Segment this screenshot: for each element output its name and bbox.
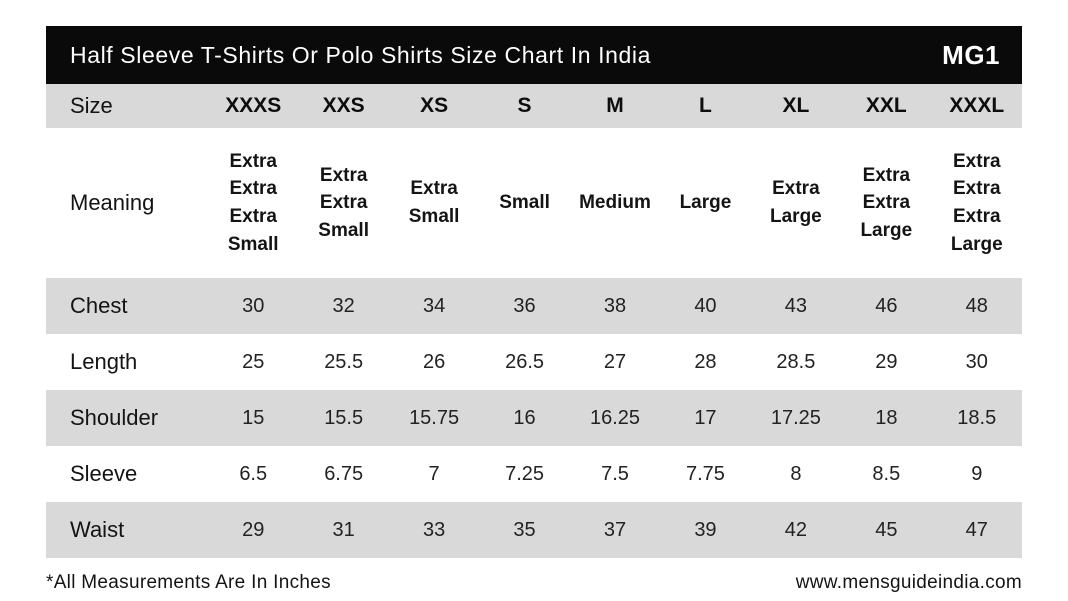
sleeve-m: 7.5 xyxy=(601,462,629,485)
waist-xxxl: 47 xyxy=(965,518,988,541)
meaning-xxxl: Extra Extra Extra Large xyxy=(950,150,1003,255)
shoulder-row: Shoulder 15 15.5 15.75 16 16.25 17 17.25… xyxy=(46,390,1022,446)
meaning-xxl: Extra Extra Large xyxy=(860,164,913,241)
col-header-xs: XS xyxy=(420,94,449,117)
length-xxs: 25.5 xyxy=(324,350,364,373)
length-l: 28 xyxy=(694,350,717,373)
shoulder-xxxs: 15 xyxy=(242,406,265,429)
meaning-xs: Extra Small xyxy=(408,178,460,227)
row-label-sleeve: Sleeve xyxy=(70,461,138,486)
shoulder-xl: 17.25 xyxy=(770,406,821,429)
meaning-row: Meaning Extra Extra Extra Small Extra Ex… xyxy=(46,128,1022,278)
chest-xxxl: 48 xyxy=(965,294,988,317)
chest-xxxs: 30 xyxy=(242,294,265,317)
col-header-xxl: XXL xyxy=(865,94,907,117)
row-label-shoulder: Shoulder xyxy=(70,405,159,430)
chest-row: Chest 30 32 34 36 38 40 43 46 48 xyxy=(46,278,1022,334)
row-label-chest: Chest xyxy=(70,293,128,318)
length-xs: 26 xyxy=(422,350,446,373)
col-header-xxxl: XXXL xyxy=(949,94,1005,117)
mg1-logo: MG1 xyxy=(942,39,1000,70)
chest-xl: 43 xyxy=(784,294,807,317)
length-row: Length 25 25.5 26 26.5 27 28 28.5 29 30 xyxy=(46,334,1022,390)
shoulder-m: 16.25 xyxy=(589,406,641,429)
shoulder-xxs: 15.5 xyxy=(324,406,364,429)
sleeve-xl: 8 xyxy=(790,462,802,485)
sleeve-xxxl: 9 xyxy=(971,462,983,485)
chest-xxs: 32 xyxy=(332,294,355,317)
shoulder-xs: 15.75 xyxy=(409,406,460,429)
meaning-l: Large xyxy=(679,192,732,214)
col-header-s: S xyxy=(517,94,532,117)
sleeve-s: 7.25 xyxy=(505,462,545,485)
measurement-note: *All Measurements Are In Inches xyxy=(46,571,331,593)
sleeve-xxxs: 6.5 xyxy=(239,462,268,485)
chest-xxl: 46 xyxy=(875,294,898,317)
length-xl: 28.5 xyxy=(776,350,816,373)
meaning-s: Small xyxy=(499,192,550,214)
length-m: 27 xyxy=(603,350,627,373)
size-table: Size XXXS XXS XS S M L XL XXL XXXL Meani… xyxy=(46,84,1022,558)
sleeve-xxl: 8.5 xyxy=(872,462,901,485)
length-xxxl: 30 xyxy=(965,350,988,373)
length-xxl: 29 xyxy=(875,350,898,373)
col-header-xl: XL xyxy=(782,94,810,117)
waist-s: 35 xyxy=(513,518,536,541)
chest-l: 40 xyxy=(694,294,717,317)
shoulder-xxxl: 18.5 xyxy=(957,406,997,429)
row-label-waist: Waist xyxy=(70,517,125,542)
meaning-xl: Extra Large xyxy=(770,178,822,227)
sleeve-row: Sleeve 6.5 6.75 7 7.25 7.5 7.75 8 8.5 9 xyxy=(46,446,1022,502)
page-title: Half Sleeve T-Shirts Or Polo Shirts Size… xyxy=(70,41,651,68)
waist-row: Waist 29 31 33 35 37 39 42 45 47 xyxy=(46,502,1022,558)
sleeve-l: 7.75 xyxy=(685,462,725,485)
waist-xxxs: 29 xyxy=(242,518,265,541)
length-xxxs: 25 xyxy=(242,350,265,373)
footer: *All Measurements Are In Inches www.mens… xyxy=(46,558,1022,601)
col-header-m: M xyxy=(606,94,624,117)
waist-xxs: 31 xyxy=(332,518,355,541)
size-header-row: Size XXXS XXS XS S M L XL XXL XXXL xyxy=(46,84,1022,128)
meaning-m: Medium xyxy=(579,192,651,214)
col-header-l: L xyxy=(699,94,712,117)
shoulder-s: 16 xyxy=(513,406,536,429)
waist-l: 39 xyxy=(694,518,717,541)
row-label-meaning: Meaning xyxy=(70,190,155,215)
sleeve-xs: 7 xyxy=(428,462,440,485)
chest-xs: 34 xyxy=(422,294,446,317)
sleeve-xxs: 6.75 xyxy=(324,462,364,485)
shoulder-l: 17 xyxy=(694,406,717,429)
col-header-xxs: XXS xyxy=(322,94,365,117)
chest-s: 36 xyxy=(513,294,536,317)
waist-xs: 33 xyxy=(422,518,446,541)
waist-xl: 42 xyxy=(784,518,807,541)
waist-xxl: 45 xyxy=(875,518,898,541)
waist-m: 37 xyxy=(603,518,627,541)
website-url: www.mensguideindia.com xyxy=(795,571,1022,593)
meaning-xxxs: Extra Extra Extra Small xyxy=(227,150,279,255)
meaning-xxs: Extra Extra Small xyxy=(318,164,369,241)
row-label-length: Length xyxy=(70,349,138,374)
title-bar: Half Sleeve T-Shirts Or Polo Shirts Size… xyxy=(46,26,1022,84)
shoulder-xxl: 18 xyxy=(875,406,898,429)
length-s: 26.5 xyxy=(505,350,545,373)
row-label-size: Size xyxy=(70,93,113,118)
col-header-xxxs: XXXS xyxy=(225,94,282,117)
chest-m: 38 xyxy=(603,294,627,317)
